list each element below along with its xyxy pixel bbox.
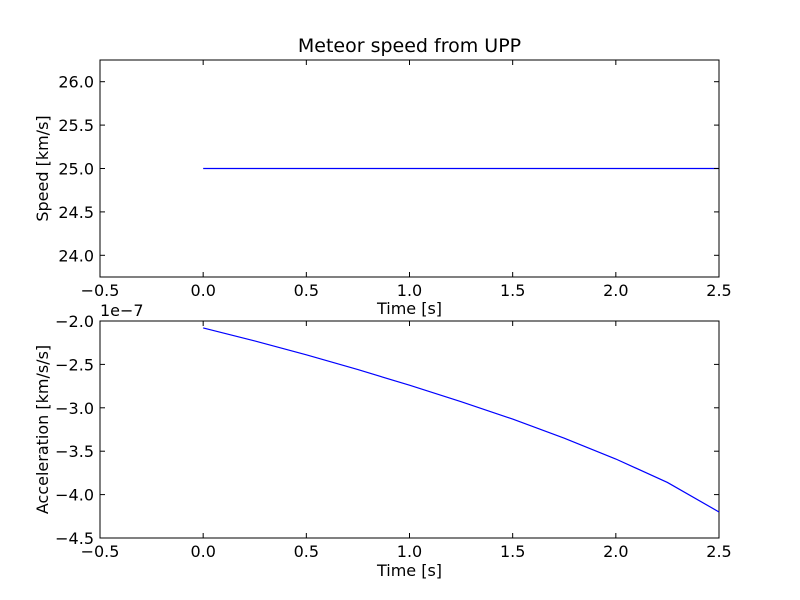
acceleration-x-tick-label: 0.5 xyxy=(294,542,319,561)
speed-y-tick-label: 25.5 xyxy=(58,116,94,135)
speed-x-ticks: −0.5 0.0 0.5 1.0 1.5 2.0 2.5 xyxy=(81,60,732,300)
acceleration-y-tick-label: −4.0 xyxy=(55,486,94,505)
speed-y-tick-label: 25.0 xyxy=(58,160,94,179)
acceleration-y-axis-label: Acceleration [km/s/s] xyxy=(33,345,52,514)
speed-x-axis-label: Time [s] xyxy=(376,299,442,318)
speed-x-tick-label: 0.5 xyxy=(294,281,319,300)
speed-y-axis-label: Speed [km/s] xyxy=(33,115,52,221)
acceleration-y-tick-label: −2.0 xyxy=(55,312,94,331)
acceleration-x-axis-label: Time [s] xyxy=(376,561,442,580)
acceleration-x-tick-label: 2.5 xyxy=(706,542,731,561)
acceleration-subplot: −0.5 0.0 0.5 1.0 1.5 2.0 2.5 −4.5−4.0−3.5−3.0−… xyxy=(33,301,732,580)
acceleration-x-tick-label: 0.0 xyxy=(190,542,215,561)
speed-x-tick-label: 1.0 xyxy=(397,281,422,300)
speed-x-tick-label: 1.5 xyxy=(500,281,525,300)
acceleration-y-tick-label: −4.5 xyxy=(55,529,94,548)
acceleration-x-ticks: −0.5 0.0 0.5 1.0 1.5 2.0 2.5 xyxy=(81,321,732,561)
acceleration-series-line-0 xyxy=(203,327,720,513)
acceleration-x-tick-label: −0.5 xyxy=(81,542,120,561)
speed-x-tick-label: 2.0 xyxy=(603,281,628,300)
acceleration-plot-area xyxy=(99,320,720,539)
speed-y-tick-label: 26.0 xyxy=(58,73,94,92)
acceleration-x-tick-label: 1.0 xyxy=(397,542,422,561)
acceleration-y-ticks: −4.5 −4.0 −3.5 −3.0 −2.5 −2.0 xyxy=(55,312,719,548)
speed-x-tick-label: −0.5 xyxy=(81,281,120,300)
speed-y-tick-label: 24.0 xyxy=(58,246,94,265)
speed-y-ticks: 24.0 24.5 25.0 25.5 26.0 xyxy=(58,73,719,265)
acceleration-series-group xyxy=(203,327,720,513)
acceleration-y-tick-label: −3.5 xyxy=(55,442,94,461)
acceleration-y-tick-label: −3.0 xyxy=(55,399,94,418)
speed-subplot: Meteor speed from UPP −0.5 0.0 0.5 1.0 1.5 2.… xyxy=(33,35,732,318)
acceleration-offset-text: 1e−7 xyxy=(100,301,144,320)
acceleration-y-tick-label: −2.5 xyxy=(55,355,94,374)
speed-y-tick-label: 24.5 xyxy=(58,203,94,222)
speed-chart-title: Meteor speed from UPP xyxy=(298,35,521,57)
acceleration-x-tick-label: 1.5 xyxy=(500,542,525,561)
speed-x-tick-label: 0.0 xyxy=(190,281,215,300)
speed-x-tick-label: 2.5 xyxy=(706,281,731,300)
acceleration-x-tick-label: 2.0 xyxy=(603,542,628,561)
